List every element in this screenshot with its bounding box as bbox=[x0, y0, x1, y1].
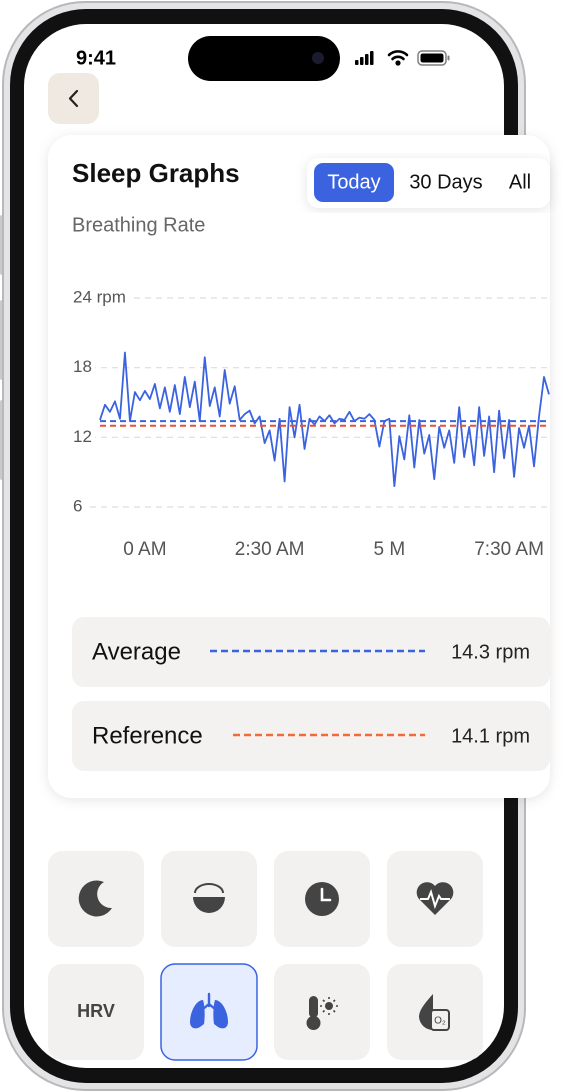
tab[interactable]: 30 Days bbox=[409, 171, 482, 193]
x-tick-label: 2:30 AM bbox=[235, 539, 305, 560]
signal-icon bbox=[355, 51, 374, 65]
card-title: Sleep Graphs bbox=[72, 158, 240, 188]
summary-label: Reference bbox=[92, 722, 203, 749]
x-tick-label: 7:30 AM bbox=[474, 539, 544, 560]
nav-tile-active[interactable] bbox=[160, 963, 258, 1061]
tab-active-bg bbox=[314, 163, 394, 202]
x-tick-label: 5 M bbox=[374, 539, 406, 560]
nav-tile[interactable] bbox=[274, 851, 370, 947]
summary-value: 14.1 rpm bbox=[451, 725, 530, 747]
wifi-icon bbox=[387, 50, 409, 66]
back-button[interactable] bbox=[48, 73, 99, 124]
summary-label: Average bbox=[92, 638, 181, 665]
x-tick-label: 0 AM bbox=[123, 539, 166, 560]
nav-tile[interactable]: O₂ bbox=[387, 964, 483, 1060]
nav-tile[interactable]: HRV bbox=[48, 964, 144, 1060]
dynamic-island bbox=[188, 36, 340, 81]
tab[interactable]: Today bbox=[327, 171, 380, 193]
hrv-label: HRV bbox=[77, 1001, 115, 1021]
nav-tile[interactable] bbox=[387, 851, 483, 947]
nav-tile[interactable] bbox=[161, 851, 257, 947]
o2-glyph: O₂ bbox=[434, 1016, 446, 1027]
y-tick-label: 24 rpm bbox=[73, 287, 126, 306]
tab[interactable]: All bbox=[509, 171, 531, 193]
nav-tile[interactable] bbox=[274, 964, 370, 1060]
summary-value: 14.3 rpm bbox=[451, 641, 530, 663]
chart-title: Breathing Rate bbox=[72, 214, 205, 236]
y-tick-label: 18 bbox=[73, 357, 92, 376]
battery-icon bbox=[417, 50, 450, 66]
y-tick-label: 12 bbox=[73, 427, 92, 446]
y-tick-label: 6 bbox=[73, 496, 82, 515]
status-time: 9:41 bbox=[76, 47, 116, 69]
nav-tile[interactable] bbox=[48, 851, 144, 947]
camera bbox=[312, 52, 324, 64]
